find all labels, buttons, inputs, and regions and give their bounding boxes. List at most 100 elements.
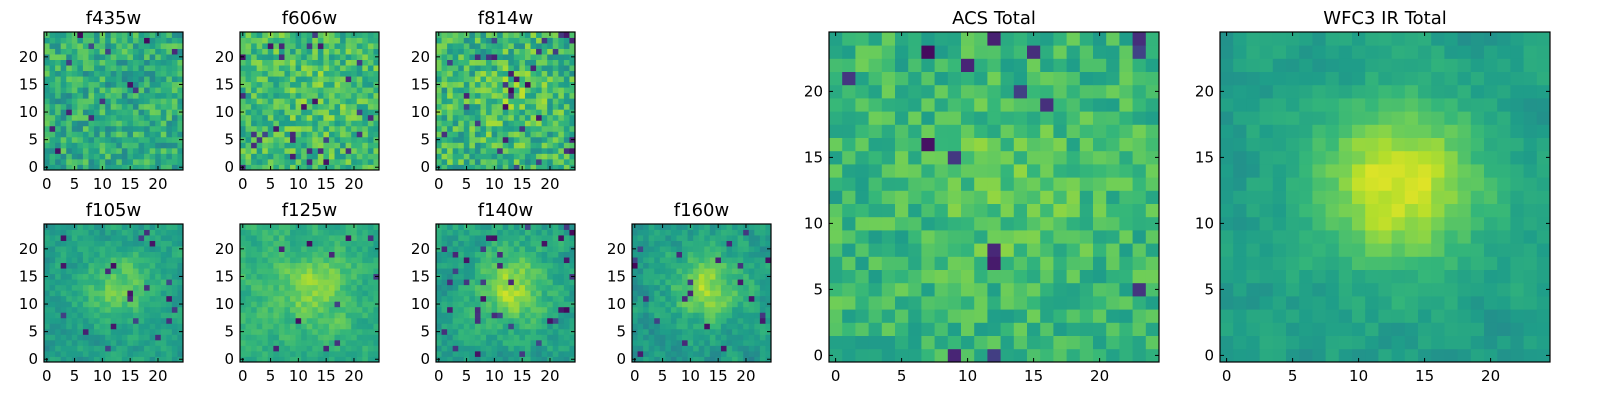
heatmap-cell (452, 339, 459, 346)
heatmap-cell (502, 109, 509, 116)
heatmap-cell (1027, 296, 1041, 310)
heatmap-cell (709, 257, 716, 264)
heatmap-cell (436, 295, 442, 302)
heatmap-cell (71, 240, 78, 247)
heatmap-cell (155, 48, 162, 55)
heatmap-cell (524, 76, 531, 83)
heatmap-cell (704, 235, 711, 241)
heatmap-cell (1053, 203, 1067, 218)
heatmap-cell (334, 114, 341, 121)
heatmap-cell (312, 262, 319, 269)
heatmap-cell (497, 268, 504, 275)
heatmap-cell (547, 37, 554, 44)
heatmap-cell (328, 37, 335, 44)
heatmap-cell (469, 235, 476, 241)
heatmap-cell (160, 290, 167, 297)
heatmap-cell (1145, 348, 1160, 363)
heatmap-cell (116, 334, 123, 341)
heatmap-cell (149, 158, 156, 165)
heatmap-cell (317, 251, 324, 258)
heatmap-cell (676, 290, 683, 297)
heatmap-cell (530, 43, 537, 49)
heatmap-cell (340, 92, 347, 99)
heatmap-cell (138, 142, 145, 149)
x-tick-label: 15 (317, 367, 336, 385)
heatmap-cell (367, 273, 374, 280)
heatmap-cell (469, 279, 476, 286)
heatmap-cell (88, 125, 95, 132)
heatmap-cell (171, 262, 178, 269)
heatmap-cell (536, 65, 543, 72)
heatmap-cell (82, 32, 89, 38)
heatmap-cell (1013, 216, 1028, 231)
heatmap-cell (295, 87, 302, 94)
heatmap-cell (513, 92, 520, 99)
heatmap-cell (569, 235, 576, 241)
heatmap-cell (524, 65, 531, 72)
heatmap-cell (323, 273, 330, 280)
heatmap-cell (99, 109, 106, 116)
heatmap-cell (508, 328, 515, 335)
heatmap-cell (284, 54, 291, 60)
heatmap-cell (328, 235, 335, 241)
heatmap-cell (436, 158, 442, 165)
heatmap-cell (497, 279, 504, 286)
heatmap-cell (166, 295, 173, 302)
x-tick-label: 20 (540, 175, 559, 193)
heatmap-cell (306, 301, 313, 308)
heatmap-cell (748, 235, 755, 241)
heatmap-cell (345, 345, 352, 352)
heatmap-cell (256, 273, 263, 280)
heatmap-cell (340, 350, 347, 357)
x-tick-label: 15 (121, 175, 140, 193)
heatmap-cell (351, 312, 358, 319)
heatmap-cell (82, 328, 89, 335)
heatmap-cell (301, 120, 308, 127)
heatmap-cell (632, 257, 638, 264)
heatmap-cell (558, 87, 565, 94)
heatmap-cell (323, 290, 330, 297)
heatmap-cell (312, 312, 319, 319)
heatmap-cell (480, 153, 487, 160)
heatmap-cell (60, 323, 67, 330)
heatmap-cell (166, 153, 173, 160)
heatmap-cell (754, 224, 761, 230)
heatmap-cell (340, 125, 347, 132)
heatmap-cell (267, 59, 274, 66)
heatmap-cell (748, 334, 755, 341)
heatmap-cell (1132, 269, 1147, 284)
heatmap-cell (480, 43, 487, 49)
heatmap-cell (508, 153, 515, 160)
heatmap-cell (49, 65, 56, 72)
heatmap-cell (1040, 296, 1054, 310)
heatmap-cell (290, 257, 296, 264)
heatmap-cell (328, 284, 335, 291)
heatmap-cell (447, 70, 454, 77)
heatmap-cell (284, 240, 291, 247)
heatmap-cell (105, 164, 112, 171)
heatmap-cell (367, 295, 374, 302)
heatmap-cell (665, 290, 672, 297)
heatmap-cell (541, 345, 548, 352)
heatmap-cell (558, 279, 565, 286)
heatmap-cell (55, 334, 62, 341)
heatmap-cell (547, 251, 554, 258)
heatmap-cell (77, 32, 84, 38)
heatmap-cell (474, 323, 481, 330)
heatmap-cell (110, 323, 117, 330)
heatmap-cell (519, 262, 526, 269)
heatmap-cell (1106, 177, 1120, 191)
heatmap-cell (704, 229, 711, 236)
heatmap-cell (284, 158, 291, 165)
heatmap-cell (524, 92, 531, 99)
heatmap-cell (345, 273, 352, 280)
heatmap-cell (121, 301, 128, 308)
heatmap-cell (334, 131, 341, 138)
heatmap-cell (921, 348, 935, 363)
heatmap-cell (452, 279, 459, 286)
heatmap-cell (251, 312, 258, 319)
heatmap-cell (94, 323, 100, 330)
heatmap-cell (171, 98, 178, 105)
heatmap-cell (961, 269, 975, 284)
